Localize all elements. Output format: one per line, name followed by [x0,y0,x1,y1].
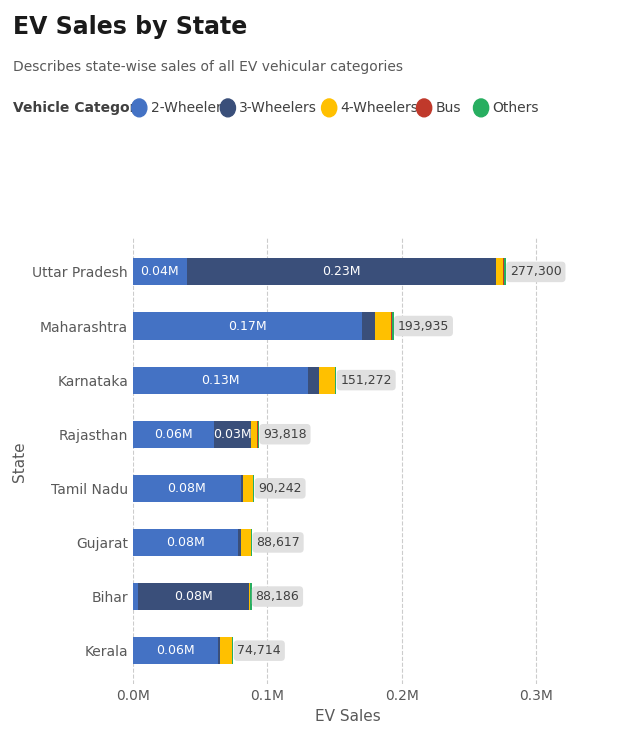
Bar [218,637,220,664]
Text: 0.08M: 0.08M [167,482,206,495]
X-axis label: EV Sales: EV Sales [315,709,381,724]
Text: 193,935: 193,935 [398,319,449,333]
Text: Describes state-wise sales of all EV vehicular categories: Describes state-wise sales of all EV veh… [13,60,403,74]
Bar [133,583,139,610]
Bar [391,312,392,339]
Bar [232,637,234,664]
Text: 151,272: 151,272 [341,373,392,387]
Bar [258,420,259,448]
Bar [133,529,238,556]
Text: 0.06M: 0.06M [156,644,194,657]
Text: 0.08M: 0.08M [166,536,204,549]
Text: Bus: Bus [436,101,461,115]
Text: 0.06M: 0.06M [154,428,192,440]
Bar [213,420,251,448]
Bar [139,583,249,610]
Bar [133,258,187,286]
Text: Vehicle Category: Vehicle Category [13,101,145,115]
Bar [133,637,218,664]
Bar [503,258,506,286]
Text: 90,242: 90,242 [258,482,302,495]
Bar [361,312,375,339]
Text: 0.17M: 0.17M [228,319,266,333]
Bar [308,367,318,394]
Bar [241,529,251,556]
Bar [133,312,361,339]
Text: 0.04M: 0.04M [141,266,179,278]
Bar [187,258,496,286]
Text: 0.13M: 0.13M [201,373,240,387]
Text: 88,186: 88,186 [256,590,299,603]
Bar [133,367,308,394]
Bar [133,420,213,448]
Bar [335,367,336,394]
Y-axis label: State: State [12,441,27,481]
Text: 93,818: 93,818 [263,428,307,440]
Text: EV Sales by State: EV Sales by State [13,15,247,39]
Text: 277,300: 277,300 [510,266,561,278]
Bar [375,312,391,339]
Text: 3-Wheelers: 3-Wheelers [239,101,317,115]
Bar [242,475,253,502]
Text: 0.03M: 0.03M [213,428,252,440]
Bar [251,420,258,448]
Bar [241,475,242,502]
Bar [250,583,251,610]
Text: 88,617: 88,617 [256,536,300,549]
Text: Others: Others [492,101,539,115]
Bar [133,475,241,502]
Bar [220,637,232,664]
Bar [318,367,335,394]
Text: 2-Wheelers: 2-Wheelers [151,101,229,115]
Bar [238,529,241,556]
Text: 0.23M: 0.23M [322,266,361,278]
Bar [251,529,252,556]
Text: 0.08M: 0.08M [174,590,213,603]
Bar [253,475,254,502]
Bar [496,258,503,286]
Text: 4-Wheelers: 4-Wheelers [341,101,418,115]
Bar [392,312,394,339]
Text: 74,714: 74,714 [237,644,281,657]
